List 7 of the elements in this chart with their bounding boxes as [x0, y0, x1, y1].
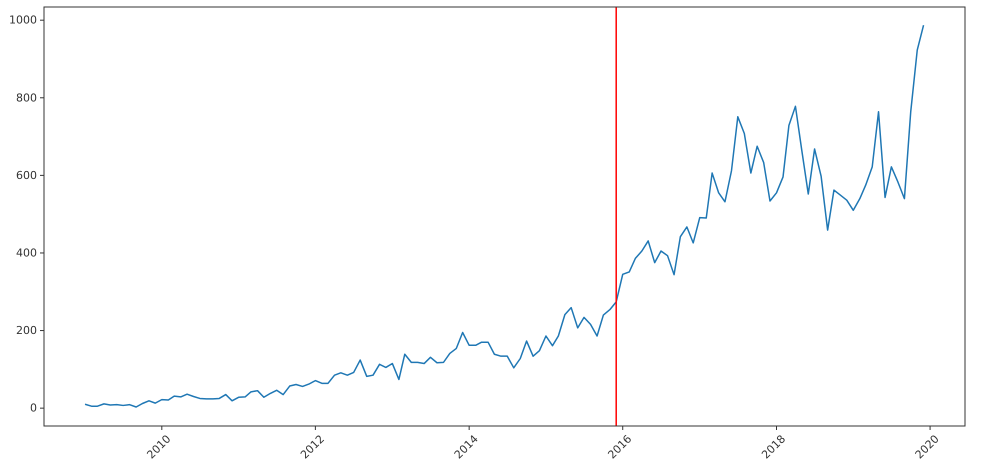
y-tick-label: 400 [16, 246, 37, 260]
y-tick-label: 0 [30, 402, 37, 415]
y-tick-label: 1000 [9, 14, 37, 27]
line-series [84, 24, 924, 408]
y-tick-label: 800 [16, 91, 37, 104]
y-tick-label: 200 [16, 324, 37, 338]
y-tick-label: 600 [16, 168, 37, 182]
